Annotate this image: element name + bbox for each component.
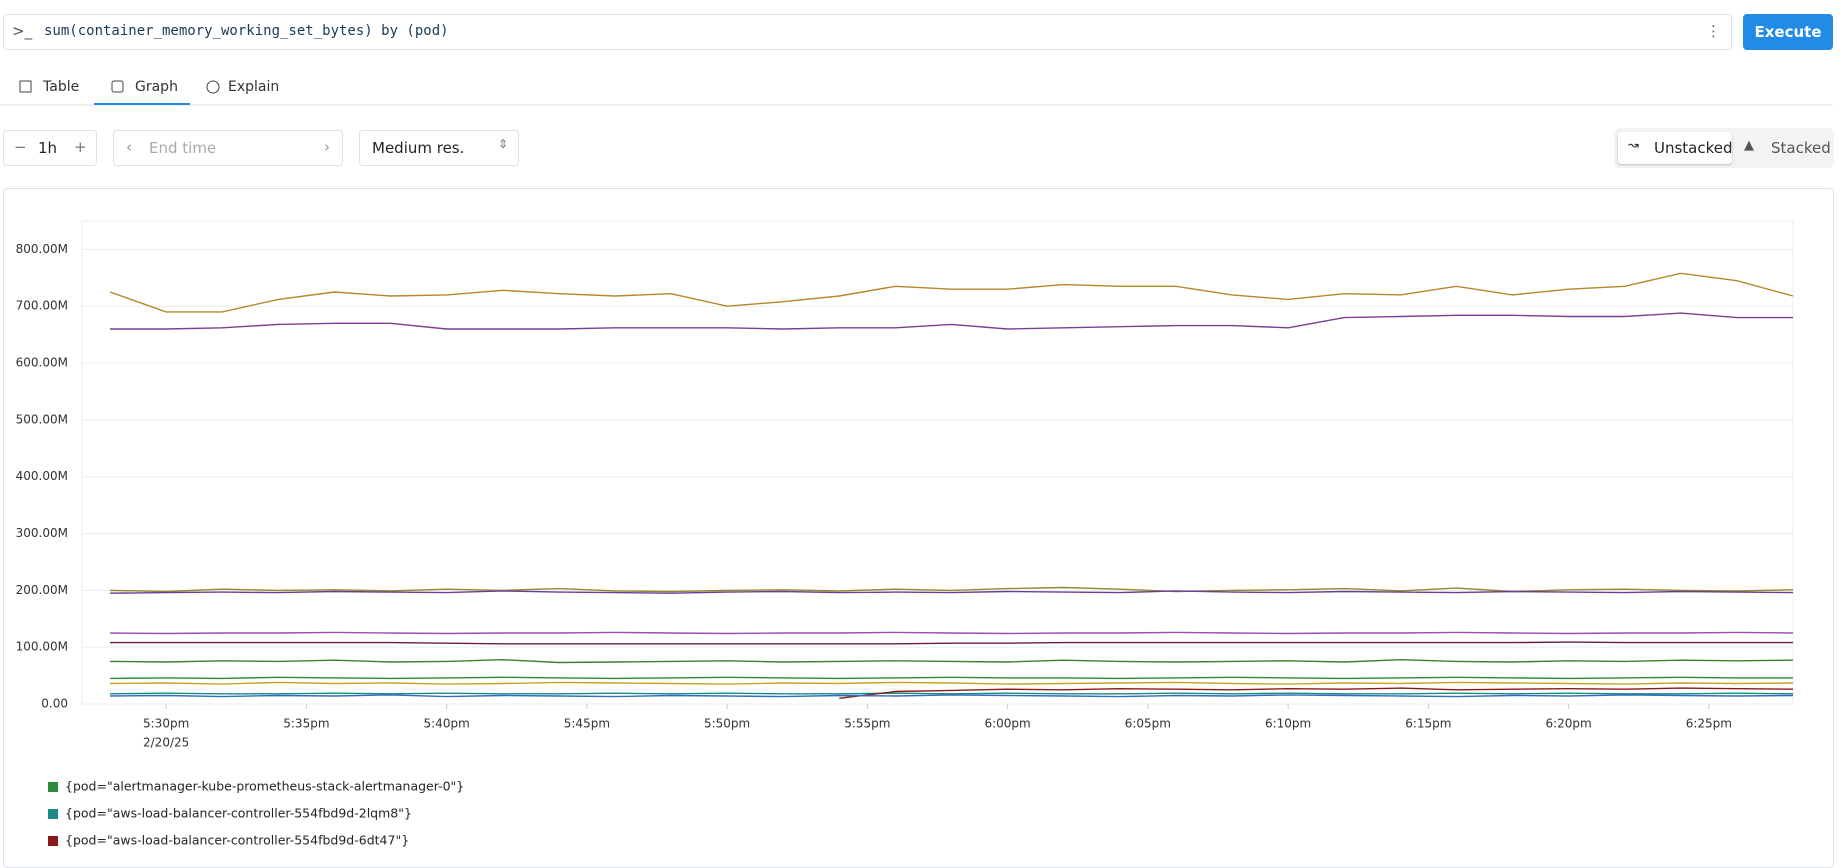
tab[interactable]: Graph	[135, 79, 178, 95]
legend-swatch	[48, 782, 58, 792]
x-tick-label: 5:55pm	[844, 717, 890, 731]
explain-icon	[206, 80, 220, 94]
series-line	[109, 631, 1794, 635]
plus[interactable]: +	[74, 138, 87, 156]
x-tick-label: 6:00pm	[984, 717, 1030, 731]
series-line	[109, 694, 1794, 698]
page: >_ sum(container_memory_working_set_byte…	[0, 14, 1834, 868]
end-time-input[interactable]: ‹ End time ›	[113, 130, 343, 166]
table-icon	[19, 80, 32, 93]
x-tick-label: 5:30pm	[143, 717, 189, 731]
x-tick-label: 6:15pm	[1405, 717, 1451, 731]
series-line	[109, 272, 1794, 313]
x-tick-label: 6:25pm	[1686, 717, 1732, 731]
x-tick-label: 6:05pm	[1125, 717, 1171, 731]
unstacked-label: Unstacked	[1654, 139, 1733, 157]
minus[interactable]: −	[14, 138, 27, 156]
x-date-label: 2/20/25	[143, 736, 189, 750]
x-tick-label: 5:45pm	[564, 717, 610, 731]
query-bar[interactable]: >_ sum(container_memory_working_set_byte…	[3, 14, 1732, 50]
resolution-select[interactable]: Medium res. ⇕	[359, 130, 519, 166]
series-line	[109, 586, 1794, 593]
end-time-placeholder: End time	[149, 139, 217, 157]
y-tick-label: 500.00M	[16, 412, 68, 426]
next[interactable]: ›	[324, 138, 330, 156]
x-tick-label: 6:10pm	[1265, 717, 1311, 731]
x-tick-label: 5:40pm	[424, 717, 470, 731]
y-tick-label: 600.00M	[16, 356, 68, 370]
unstacked-icon: ↝	[1628, 138, 1639, 153]
stacked-icon: ▲	[1744, 138, 1754, 153]
x-tick-label: 5:50pm	[704, 717, 750, 731]
chart-panel	[3, 188, 1834, 868]
graph-icon	[111, 80, 124, 93]
chart: 0.00 100.00M 200.00M 300.00M 400.00M 500.00M 6…	[16, 220, 1794, 848]
y-tick-label: 200.00M	[16, 583, 68, 597]
tab[interactable]: Table	[42, 79, 79, 95]
prev[interactable]: ‹	[126, 138, 132, 156]
legend-swatch	[48, 809, 58, 819]
stacked-label[interactable]: Stacked	[1771, 139, 1831, 157]
y-tick-label: 800.00M	[16, 242, 68, 256]
y-tick-label: 100.00M	[16, 640, 68, 654]
y-tick-label: 700.00M	[16, 299, 68, 313]
legend-label: {pod="aws-load-balancer-controller-554fb…	[65, 806, 412, 821]
legend-swatch	[48, 836, 58, 846]
x-tick-label: 6:20pm	[1545, 717, 1591, 731]
series-line	[839, 687, 1794, 699]
select-caret: ⇕	[497, 137, 508, 151]
menu-icon[interactable]: ⋮	[1706, 22, 1721, 40]
series-line	[109, 676, 1793, 680]
series-line	[110, 641, 1793, 645]
range-input[interactable]: − 1h +	[3, 130, 97, 166]
resolution-value: Medium res.	[372, 139, 465, 157]
tab[interactable]: Explain	[228, 79, 279, 95]
legend-label: {pod="aws-load-balancer-controller-554fb…	[65, 833, 409, 848]
y-tick-label: 0.00	[41, 697, 68, 711]
series-line	[109, 658, 1794, 664]
plot-area	[81, 220, 1794, 705]
tabs: Table Graph Explain	[0, 79, 1833, 106]
legend-label: {pod="alertmanager-kube-prometheus-stack…	[65, 779, 464, 794]
series-line	[109, 681, 1794, 685]
range-value: 1h	[38, 139, 58, 157]
series-line	[109, 692, 1794, 695]
stack-toggle: ↝ Unstacked ▲ Stacked	[1614, 128, 1834, 168]
y-tick-label: 400.00M	[16, 469, 68, 483]
unstacked-button[interactable]: ↝ Unstacked	[1618, 132, 1733, 164]
series-line	[109, 590, 1794, 594]
x-tick-label: 5:35pm	[283, 717, 329, 731]
query-text: sum(container_memory_working_set_bytes) …	[44, 23, 449, 39]
execute-button[interactable]: Execute	[1743, 14, 1833, 50]
series-line	[110, 312, 1793, 330]
y-tick-label: 300.00M	[16, 526, 68, 540]
prompt-icon: >_	[12, 22, 33, 40]
